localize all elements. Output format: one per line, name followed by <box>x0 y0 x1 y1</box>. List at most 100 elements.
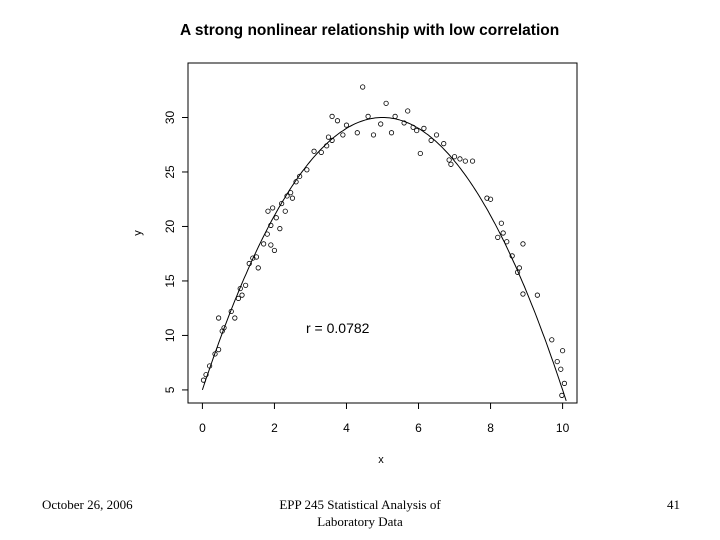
data-point <box>457 156 463 162</box>
data-point <box>265 208 271 214</box>
x-tick-label: 4 <box>343 421 350 435</box>
y-tick-label: 30 <box>163 110 177 124</box>
y-tick-label: 20 <box>163 219 177 233</box>
data-point <box>365 113 371 119</box>
data-point <box>216 315 222 321</box>
data-point <box>324 143 330 149</box>
data-point <box>297 173 303 179</box>
data-point <box>495 234 501 240</box>
data-point <box>277 226 283 232</box>
data-point <box>246 260 252 267</box>
data-point <box>360 84 366 90</box>
data-point <box>414 127 420 134</box>
data-point <box>289 195 296 201</box>
data-point <box>237 285 243 292</box>
data-point <box>388 130 395 136</box>
y-axis-label: y <box>132 230 144 236</box>
x-axis-label: x <box>378 454 384 466</box>
data-point <box>561 380 567 386</box>
data-point <box>559 348 566 354</box>
data-points <box>200 84 567 398</box>
data-point <box>329 137 335 143</box>
data-point <box>268 222 274 228</box>
x-tick-label: 8 <box>487 421 494 435</box>
data-point <box>268 242 274 248</box>
data-point <box>487 196 494 202</box>
y-tick-label: 15 <box>163 274 177 288</box>
data-point <box>462 158 468 164</box>
data-point <box>392 113 398 119</box>
data-point <box>520 241 526 247</box>
data-point <box>441 141 447 147</box>
data-point <box>282 208 288 214</box>
data-point <box>329 113 335 119</box>
data-point <box>293 179 299 185</box>
data-point <box>221 325 227 331</box>
data-point <box>318 149 324 155</box>
correlation-annotation: r = 0.0782 <box>306 320 370 336</box>
chart-title: A strong nonlinear relationship with low… <box>180 22 560 39</box>
data-point <box>235 295 242 301</box>
data-point <box>446 157 452 163</box>
data-point <box>279 200 285 207</box>
data-point <box>273 215 279 221</box>
data-point <box>469 158 476 164</box>
x-tick-label: 2 <box>271 421 278 435</box>
data-point <box>264 231 270 237</box>
x-tick-label: 6 <box>415 421 422 435</box>
data-point <box>520 291 526 297</box>
data-point <box>325 134 332 140</box>
x-tick-label: 10 <box>556 421 570 435</box>
data-point <box>239 292 245 298</box>
scatter-plot: 0 2 4 6 8 10 5 10 15 20 25 30 x y r = 0.0782 <box>132 62 578 466</box>
y-tick-label: 25 <box>163 165 177 179</box>
data-point <box>421 125 427 131</box>
data-point <box>270 205 276 211</box>
data-point <box>354 130 360 136</box>
data-point <box>417 150 423 157</box>
data-point <box>534 292 540 298</box>
fit-curve <box>201 117 567 402</box>
data-point <box>228 308 234 315</box>
data-point <box>500 230 506 236</box>
data-point <box>212 351 218 357</box>
y-tick-label: 10 <box>163 328 177 342</box>
data-point <box>428 137 434 143</box>
data-point <box>288 190 294 196</box>
data-point <box>243 282 249 288</box>
data-point <box>253 254 260 260</box>
footer-course-line-2: Laboratory Data <box>317 514 403 529</box>
data-point <box>207 363 213 369</box>
footer-course-title: EPP 245 Statistical Analysis of Laborato… <box>250 496 470 530</box>
x-axis: 0 2 4 6 8 10 <box>199 403 570 435</box>
data-point <box>203 372 209 378</box>
data-point <box>554 358 560 365</box>
data-point <box>370 132 377 138</box>
x-tick-label: 0 <box>199 421 206 435</box>
data-point <box>514 269 521 275</box>
data-point <box>378 121 384 127</box>
data-point <box>271 247 278 254</box>
data-point <box>232 315 238 321</box>
data-point <box>509 253 515 259</box>
data-point <box>200 377 207 383</box>
data-point <box>340 132 346 138</box>
data-point <box>284 193 290 199</box>
data-point <box>498 220 504 226</box>
data-point <box>451 154 458 160</box>
data-point <box>484 195 490 201</box>
data-point <box>410 124 416 130</box>
data-point <box>334 118 341 124</box>
data-point <box>433 132 440 138</box>
footer-course-line-1: EPP 245 Statistical Analysis of <box>279 497 441 512</box>
data-point <box>405 108 411 114</box>
data-point <box>448 161 454 167</box>
y-axis: 5 10 15 20 25 30 <box>163 110 188 393</box>
data-point <box>383 100 389 106</box>
footer-date: October 26, 2006 <box>42 497 133 512</box>
data-point <box>250 255 256 261</box>
data-point <box>504 239 510 245</box>
data-point <box>311 148 317 154</box>
footer-page-number: 41 <box>667 497 680 512</box>
